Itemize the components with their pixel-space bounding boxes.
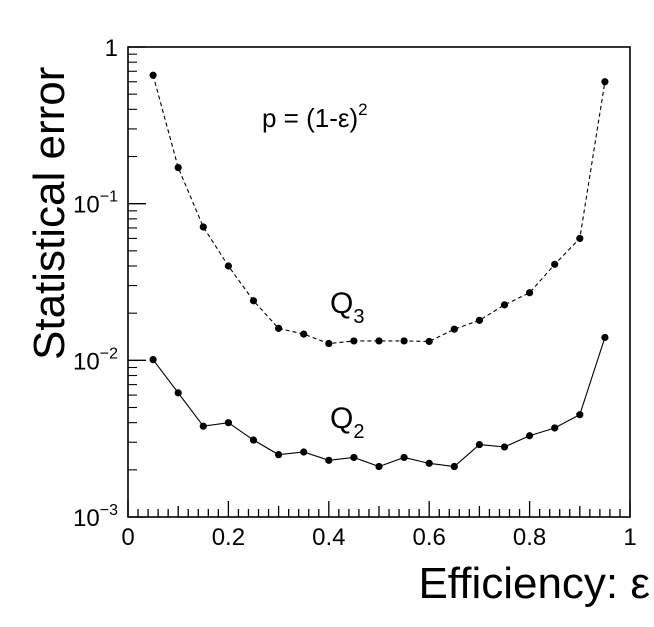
y-tick-exponent: −1 [100, 189, 118, 206]
data-point-q3 [275, 324, 283, 332]
data-point-q3 [601, 78, 609, 86]
data-point-q3 [149, 71, 157, 79]
formula-exponent: 2 [358, 100, 367, 119]
formula-annotation: p = (1-ε)2 [262, 100, 368, 133]
data-point-q3 [400, 337, 408, 345]
y-tick-exponent: −3 [100, 502, 118, 519]
data-point-q2 [300, 448, 308, 456]
data-point-q3 [450, 325, 458, 333]
data-point-q2 [425, 459, 433, 467]
x-tick-label: 0.2 [212, 524, 245, 551]
data-point-q3 [350, 337, 358, 345]
data-point-q3 [425, 337, 433, 346]
data-point-q3 [500, 301, 509, 309]
data-point-q3 [199, 223, 207, 231]
data-point-q2 [500, 443, 509, 451]
data-point-q3 [300, 330, 308, 338]
labels-layer: Statistical error Efficiency: ε p = (1-ε… [25, 67, 650, 608]
data-point-q2 [526, 432, 534, 440]
y-tick-mantissa: 10 [73, 505, 100, 532]
plot-area [127, 46, 631, 518]
data-point-q2 [350, 453, 358, 462]
data-point-q2 [475, 440, 483, 449]
y-tick-mantissa: 1 [105, 35, 118, 62]
formula-text: p = (1-ε) [262, 103, 358, 133]
x-axis-title: Efficiency: ε [418, 559, 650, 608]
series-line-q2 [152, 337, 606, 468]
y-tick-mantissa: 10 [73, 192, 100, 219]
series-label-q2: Q2 [330, 402, 364, 443]
data-point-q2 [275, 451, 283, 459]
data-point-q2 [325, 456, 333, 464]
series-label-main: Q [330, 402, 353, 435]
data-point-q2 [249, 436, 258, 444]
data-point-q3 [526, 289, 534, 297]
x-tick-label: 0.6 [413, 524, 446, 551]
data-point-q2 [149, 356, 157, 364]
data-point-q2 [576, 411, 584, 419]
data-point-q3 [325, 339, 333, 348]
y-tick-label: 10−1 [73, 189, 118, 219]
data-point-q2 [174, 389, 182, 397]
x-tick-label: 0.8 [513, 524, 546, 551]
y-tick-mantissa: 10 [73, 348, 100, 375]
data-point-q3 [475, 316, 483, 324]
x-tick-label: 0.4 [312, 524, 345, 551]
plot-frame [127, 46, 631, 518]
series-label-q3: Q3 [330, 287, 364, 328]
data-point-q2 [551, 424, 559, 432]
data-point-q3 [174, 163, 182, 172]
data-point-q2 [450, 462, 458, 471]
series-label-sub: 3 [353, 306, 364, 328]
series-layer [149, 71, 609, 471]
y-axis-title: Statistical error [25, 67, 74, 360]
y-tick-label: 10−3 [73, 502, 118, 532]
data-point-q3 [375, 337, 383, 345]
series-label-sub: 2 [353, 421, 364, 443]
y-tick-label: 10−2 [73, 345, 118, 375]
data-point-q3 [551, 260, 559, 268]
data-point-q3 [224, 262, 232, 270]
data-point-q3 [249, 297, 258, 305]
data-point-q2 [601, 333, 609, 342]
y-tick-exponent: −2 [100, 345, 118, 362]
y-tick-label: 1 [105, 35, 118, 62]
series-label-main: Q [330, 287, 353, 320]
data-point-q2 [400, 453, 408, 462]
series-line-q3 [152, 75, 606, 345]
data-point-q3 [576, 234, 584, 243]
x-tick-label: 1 [623, 524, 636, 551]
x-tick-label: 0 [121, 524, 134, 551]
data-point-q2 [224, 419, 232, 427]
data-point-q2 [375, 462, 383, 471]
data-point-q2 [199, 422, 207, 430]
